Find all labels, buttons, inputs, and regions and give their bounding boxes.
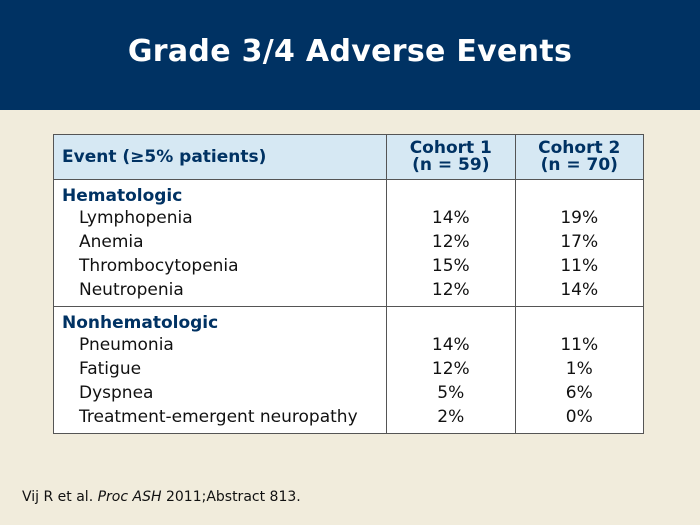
table-row: Dyspnea 5% 6% [52,381,645,405]
cohort1-value: 2% [386,405,516,429]
citation-authors: Vij R et al. [22,489,94,505]
adverse-events-table: Event (≥5% patients) Cohort 1 (n = 59) C… [52,134,645,434]
header-cohort-2-n: (n = 70) [540,155,618,175]
event-name: Neutropenia [52,278,388,302]
header-cohort-1: Cohort 1 (n = 59) [386,134,516,180]
header-event: Event (≥5% patients) [52,134,388,180]
event-name: Fatigue [52,357,388,381]
category-row: Hematologic [52,179,645,206]
header-cohort-2-name: Cohort 2 [538,138,621,158]
group-hematologic: Hematologic Lymphopenia 14% 19% Anemia 1… [52,179,645,307]
event-name: Thrombocytopenia [52,254,388,278]
cohort2-value: 6% [514,381,645,405]
citation-detail: 2011;Abstract 813. [165,489,301,505]
cohort2-value: 0% [514,405,645,429]
cohort2-value: 17% [514,230,645,254]
header-cohort-1-name: Cohort 1 [409,138,492,158]
cohort1-value: 15% [386,254,516,278]
event-name: Anemia [52,230,388,254]
table-row: Pneumonia 14% 11% [52,333,645,357]
cohort1-value: 12% [386,357,516,381]
event-name: Treatment-emergent neuropathy [52,405,388,429]
table-row: Fatigue 12% 1% [52,357,645,381]
cohort2-value: 14% [514,278,645,302]
header-cohort-1-n: (n = 59) [412,155,490,175]
cohort1-value: 12% [386,230,516,254]
table-header-row: Event (≥5% patients) Cohort 1 (n = 59) C… [52,134,645,180]
cohort2-value: 11% [514,333,645,357]
group-nonhematologic: Nonhematologic Pneumonia 14% 11% Fatigue… [52,306,645,434]
cohort1-value: 14% [386,206,516,230]
cohort2-value: 19% [514,206,645,230]
event-name: Pneumonia [52,333,388,357]
category-row: Nonhematologic [52,306,645,333]
slide-title: Grade 3/4 Adverse Events [127,33,573,69]
cohort2-value: 11% [514,254,645,278]
table-row: Treatment-emergent neuropathy 2% 0% [52,405,645,429]
table-row: Anemia 12% 17% [52,230,645,254]
table-row: Lymphopenia 14% 19% [52,206,645,230]
citation-journal: Proc ASH [97,489,162,505]
category-label: Nonhematologic [52,306,388,333]
category-label: Hematologic [52,179,388,206]
event-name: Lymphopenia [52,206,388,230]
cohort1-value: 5% [386,381,516,405]
citation: Vij R et al. Proc ASH 2011;Abstract 813. [22,489,301,505]
event-name: Dyspnea [52,381,388,405]
cohort1-value: 12% [386,278,516,302]
cohort2-value: 1% [514,357,645,381]
title-bar: Grade 3/4 Adverse Events [0,0,700,110]
table-row: Thrombocytopenia 15% 11% [52,254,645,278]
table-row: Neutropenia 12% 14% [52,278,645,302]
cohort1-value: 14% [386,333,516,357]
header-cohort-2: Cohort 2 (n = 70) [514,134,645,180]
